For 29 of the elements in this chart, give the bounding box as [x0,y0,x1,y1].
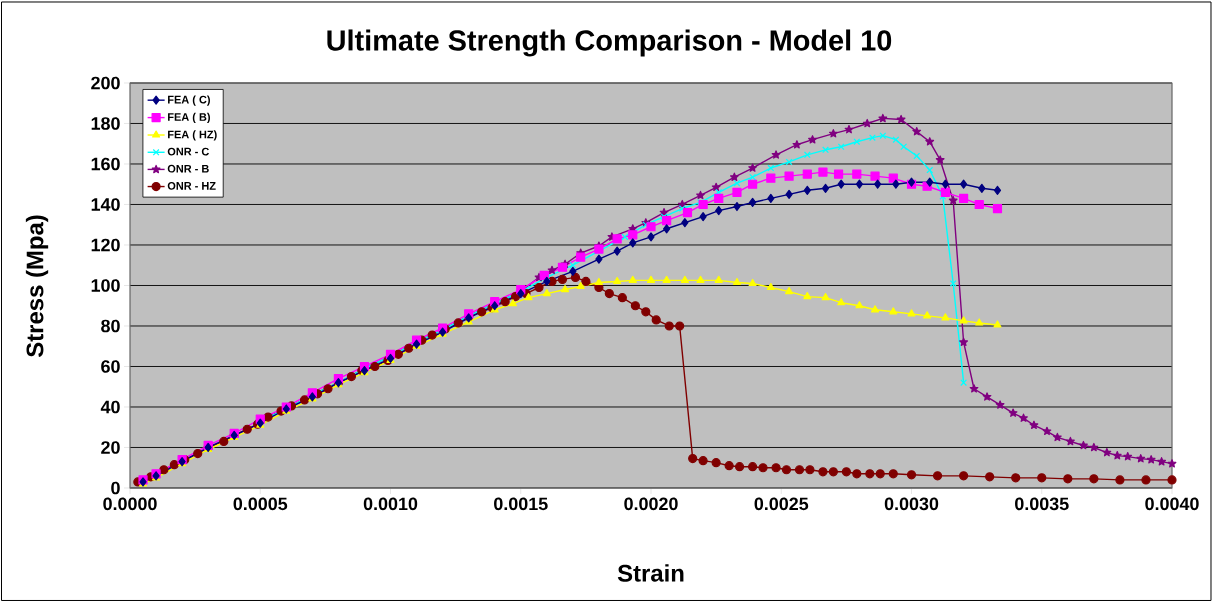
x-tick-label: 0.0020 [624,497,678,511]
x-axis-title: Strain [617,564,684,582]
y-tick-label: 20 [101,441,120,454]
y-axis-title: Stress (Mpa) [25,215,49,358]
x-tick-label: 0.0000 [103,497,157,511]
legend-label: ONR - C [167,147,209,156]
legend-label: FEA ( HZ) [168,130,217,141]
y-tick-label: 80 [101,319,120,333]
x-tick-label: 0.0035 [1015,497,1069,511]
legend-label: FEA ( B) [168,112,210,124]
y-tick-label: 60 [101,360,120,373]
x-tick-label: 0.0030 [884,497,939,511]
legend-label: FEA ( C) [168,95,210,106]
y-tick-label: 40 [100,400,120,414]
y-tick-label: 160 [91,157,120,171]
y-tick-label: 100 [91,279,120,292]
x-tick-label: 0.0010 [363,497,418,511]
y-tick-label: 0 [111,481,120,495]
legend-label: ONR - HZ [167,181,216,190]
x-tick-label: 0.0025 [754,497,809,511]
y-tick-label: 180 [91,117,120,130]
x-tick-label: 0.0005 [233,497,288,511]
y-tick-label: 200 [91,76,120,90]
x-tick-label: 0.0015 [494,497,548,511]
chart-title: Ultimate Strength Comparison - Model 10 [327,29,892,57]
y-tick-label: 140 [91,198,120,211]
y-tick-label: 120 [91,238,120,252]
legend-label: ONR - B [167,164,209,173]
x-tick-label: 0.0040 [1145,497,1199,511]
